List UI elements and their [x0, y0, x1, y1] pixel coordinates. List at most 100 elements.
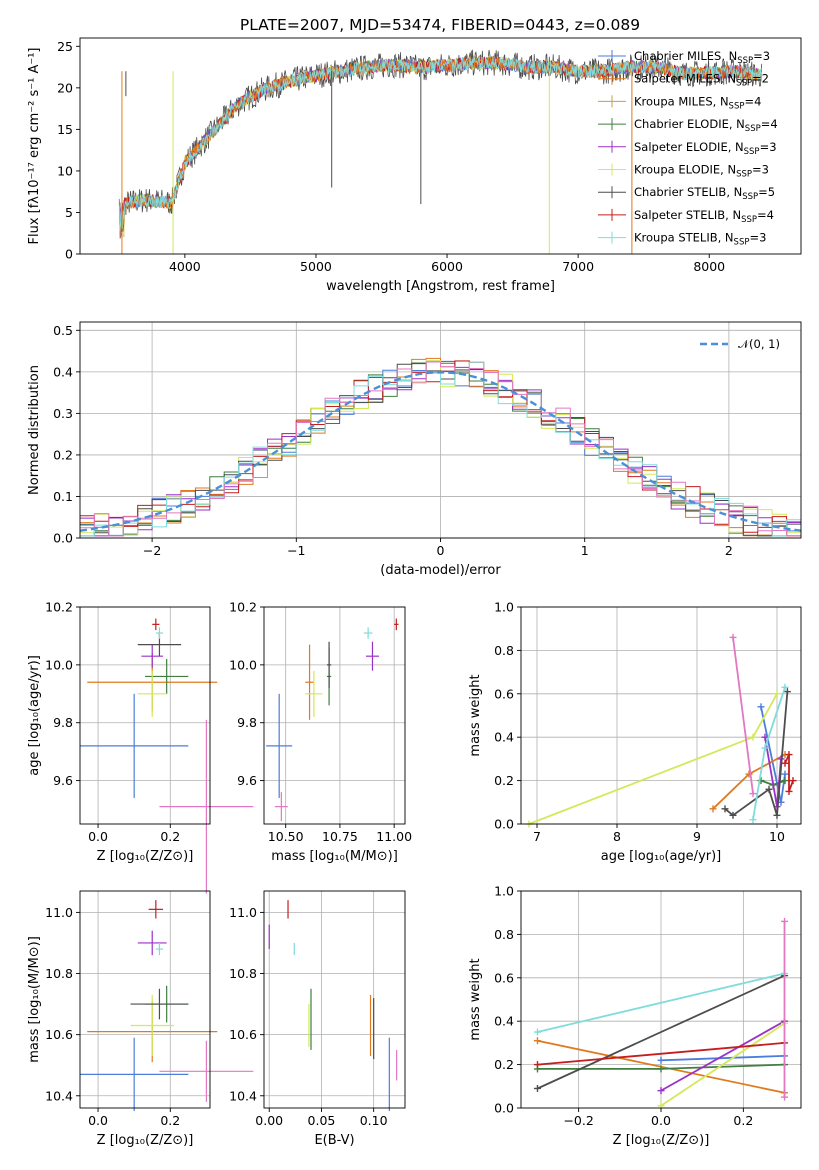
legend-sub: SSP [742, 192, 758, 202]
legend-n: =3 [760, 140, 777, 154]
x-tick-label: 8000 [693, 259, 725, 274]
y-tick-label: 0.3 [53, 406, 73, 421]
axes-frame [79, 890, 211, 1109]
y-tick-label: 10.2 [45, 600, 73, 615]
y-tick-label: 9.6 [53, 773, 73, 788]
axes-age_vs_mass: 10.50 10.75 11.00 9.6 9.8 10.0 10.2 mass [log₁₀… [229, 600, 412, 865]
x-tick-label: −1 [287, 543, 305, 558]
y-axis-label: Normed distribution [27, 365, 42, 495]
x-tick-label: 2 [725, 543, 733, 558]
y-tick-label: 15 [57, 122, 73, 137]
y-tick-label: 1.0 [494, 600, 514, 615]
y-tick-label: 11.0 [45, 905, 73, 920]
y-tick-label: 10 [57, 163, 73, 178]
axes-weight_vs_Z: −0.2 0.0 0.2 0.0 0.2 0.4 0.6 0.8 1.0 Z [log₁₀(Z/Z… [468, 884, 802, 1148]
y-tick-label: 10.6 [45, 1027, 73, 1042]
axes-frame [263, 606, 406, 825]
y-tick-label: 9.6 [237, 773, 257, 788]
x-tick-label: 6000 [431, 259, 463, 274]
y-tick-label: 0.6 [494, 686, 514, 701]
spectrum-line-kroupa-stelib [118, 56, 763, 232]
legend-sub: SSP [736, 79, 752, 89]
y-tick-label: 10.4 [45, 1088, 73, 1103]
plot-area-weight_vs_age [525, 633, 797, 828]
axes-frame [520, 606, 802, 825]
legend-entry: Chabrier ELODIE, NSSP=4 [634, 117, 778, 134]
y-tick-label: 0.8 [494, 643, 514, 658]
y-axis-label: age [log₁₀(age/yr)] [27, 655, 42, 776]
y-tick-label: 0.2 [494, 1057, 514, 1072]
legend-entry: Salpeter STELIB, NSSP=4 [634, 208, 774, 225]
y-tick-label: 10.6 [229, 1027, 257, 1042]
x-tick-label: −0.2 [563, 1113, 593, 1128]
plot-area-mass_vs_Z [80, 900, 254, 1112]
x-axis-label: Z [log₁₀(Z/Z⊙)] [97, 849, 194, 864]
x-axis-label: wavelength [Angstrom, rest frame] [326, 279, 555, 294]
x-tick-label: 10.75 [322, 829, 358, 844]
legend-label: Chabrier STELIB, N [634, 185, 742, 199]
y-tick-label: 11.0 [229, 905, 257, 920]
axes-age_vs_Z: 0.0 0.2 9.6 9.8 10.0 10.2 Z [log₁₀(Z/Z⊙)] age [… [27, 600, 254, 894]
x-tick-label: 0.10 [360, 1113, 388, 1128]
y-tick-label: 1.0 [494, 884, 514, 899]
legend-n: =3 [753, 49, 770, 63]
y-tick-label: 0.0 [494, 817, 514, 832]
axes-frame [263, 890, 406, 1109]
axes-weight_vs_age: 7 8 9 10 0.0 0.2 0.4 0.6 0.8 1.0 age [log₁₀(age/yr… [468, 600, 802, 864]
plot-area-residuals [79, 357, 802, 537]
legend-label: Salpeter STELIB, N [634, 208, 741, 222]
histogram-extra-model--pink- [80, 361, 801, 537]
legend-sub: SSP [737, 56, 753, 66]
weight-line [537, 974, 785, 1090]
y-tick-label: 5 [65, 205, 73, 220]
y-tick-label: 0.4 [494, 1014, 514, 1029]
y-tick-label: 0.6 [494, 970, 514, 985]
x-tick-label: 4000 [169, 259, 201, 274]
x-tick-label: 0.0 [88, 829, 108, 844]
legend-n: =4 [761, 117, 778, 131]
legend-label: Chabrier MILES, N [634, 49, 737, 63]
y-tick-label: 20 [57, 80, 73, 95]
x-tick-label: 0.0 [88, 1113, 108, 1128]
y-tick-label: 0 [65, 247, 73, 262]
legend-sub: SSP [736, 170, 752, 180]
legend-n: =2 [752, 72, 769, 86]
y-tick-label: 0.1 [53, 489, 73, 504]
x-tick-label: −2 [143, 543, 161, 558]
weight-line [660, 1022, 785, 1107]
axes-spectrum: 4000 5000 6000 7000 8000 0 5 10 15 20 25 wavelength… [27, 37, 802, 294]
y-tick-label: 10.4 [229, 1088, 257, 1103]
figure-title: PLATE=2007, MJD=53474, FIBERID=0443, z=0… [240, 16, 640, 34]
weight-line [537, 972, 785, 1033]
y-tick-label: 0.5 [53, 323, 73, 338]
y-tick-label: 0.4 [53, 364, 73, 379]
legend-entry: Kroupa ELODIE, NSSP=3 [634, 163, 769, 180]
gaussian-curve [79, 371, 802, 532]
axes-residuals: −2 −1 0 1 2 0.0 0.1 0.2 0.3 0.4 0.5 (data-model)/er… [27, 321, 802, 578]
legend-label: Kroupa ELODIE, N [634, 163, 736, 177]
x-tick-label: 0.0 [651, 1113, 671, 1128]
x-tick-label: 9 [693, 829, 701, 844]
weight-line [528, 693, 778, 825]
x-tick-label: 0.2 [160, 1113, 180, 1128]
y-tick-label: 0.2 [494, 773, 514, 788]
x-tick-label: 0 [437, 543, 445, 558]
x-tick-label: 0.05 [308, 1113, 336, 1128]
legend-label: Kroupa STELIB, N [634, 231, 734, 245]
x-tick-label: 7 [533, 829, 541, 844]
y-tick-label: 10.0 [45, 657, 73, 672]
y-axis-label: mass [log₁₀(M/M⊙)] [27, 936, 42, 1063]
x-axis-label: E(B-V) [314, 1133, 354, 1148]
legend-sub: SSP [741, 215, 757, 225]
axes-mass_vs_Z: 0.0 0.2 10.4 10.6 10.8 11.0 Z [log₁₀(Z/Z⊙)] mas… [27, 890, 254, 1148]
weight-line [537, 1042, 785, 1066]
weight-line [660, 1055, 785, 1062]
plot-area-mass_vs_EBV [268, 900, 398, 1112]
histogram-kroupa-stelib [80, 361, 801, 537]
axes-frame [79, 37, 802, 255]
y-tick-label: 9.8 [237, 715, 257, 730]
y-tick-label: 0.8 [494, 927, 514, 942]
legend-n: =3 [749, 231, 766, 245]
